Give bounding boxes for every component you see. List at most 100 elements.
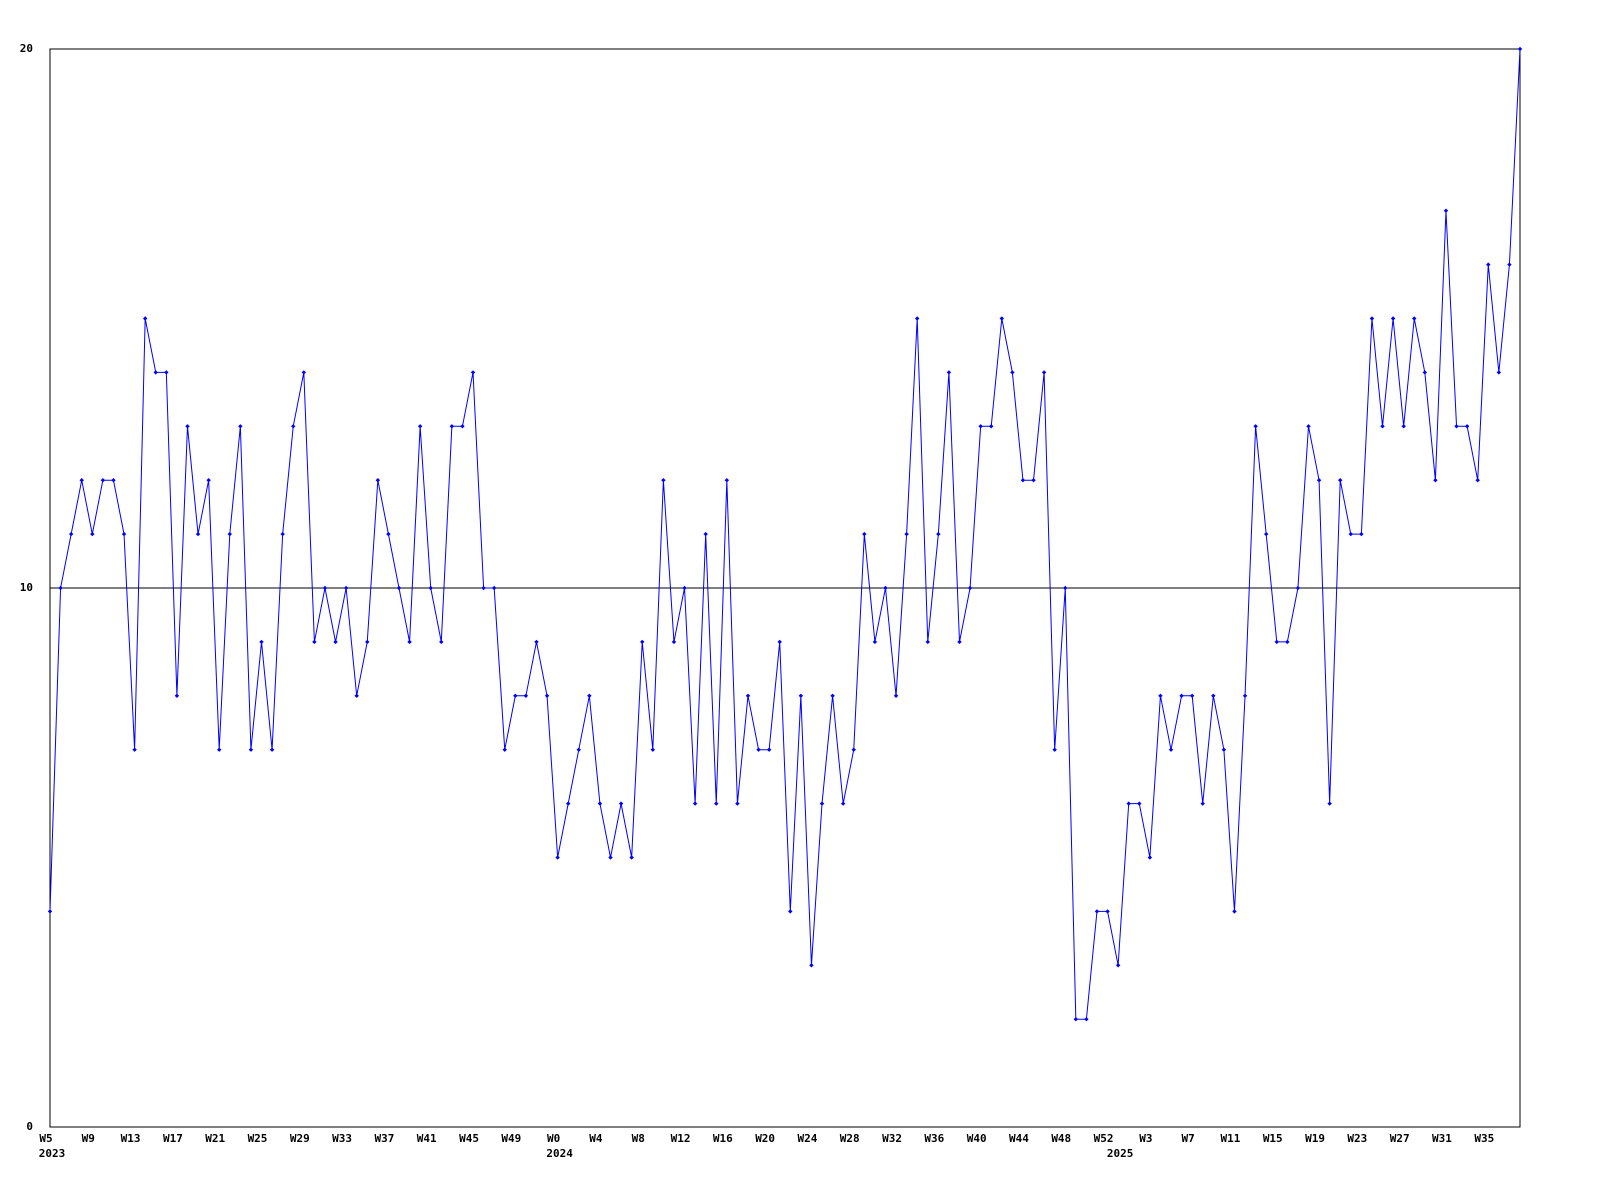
data-point (217, 747, 222, 752)
data-point (227, 531, 232, 537)
data-point (819, 801, 825, 806)
data-point (1348, 531, 1353, 537)
data-point (587, 693, 592, 698)
data-line (49, 48, 1521, 1020)
x-tick-label: W25 (248, 1132, 268, 1145)
data-point (671, 639, 677, 645)
data-point (1147, 855, 1153, 860)
data-point (788, 909, 793, 914)
data-point (291, 424, 296, 429)
data-point (597, 801, 603, 806)
x-tick-label: W16 (713, 1132, 733, 1145)
data-point (1464, 424, 1470, 429)
data-point (692, 801, 698, 806)
data-point (1221, 747, 1227, 752)
data-point (100, 478, 106, 483)
data-point (153, 370, 158, 375)
data-point (1274, 639, 1279, 645)
data-point (185, 424, 190, 429)
data-point (1031, 478, 1036, 483)
x-tick-label: W29 (290, 1132, 310, 1145)
data-point (396, 585, 402, 591)
data-point (766, 747, 772, 752)
x-tick-label: W9 (82, 1132, 95, 1145)
data-point (428, 585, 433, 591)
x-tick-label: W7 (1182, 1132, 1195, 1145)
data-point (1189, 693, 1195, 698)
data-point (1052, 747, 1057, 752)
data-point (777, 639, 782, 645)
data-point (904, 531, 909, 537)
data-point (1285, 639, 1290, 645)
data-point (1073, 1017, 1079, 1022)
data-point (1168, 747, 1174, 752)
data-point (735, 801, 740, 806)
data-point (1295, 585, 1301, 591)
data-point (58, 585, 63, 591)
data-point (936, 531, 941, 537)
data-point (1507, 262, 1512, 267)
data-point (68, 531, 74, 537)
data-point (164, 370, 169, 375)
data-point (967, 585, 973, 591)
data-point (703, 531, 708, 537)
data-point (132, 747, 137, 752)
data-point (1496, 370, 1502, 375)
data-point (111, 478, 116, 483)
data-point (1369, 316, 1375, 321)
data-point (1359, 531, 1364, 537)
data-point (365, 639, 370, 645)
data-point (417, 424, 423, 429)
data-point (449, 424, 455, 429)
data-point (502, 747, 507, 752)
data-point (534, 639, 539, 645)
data-point (1179, 693, 1184, 698)
data-point (1306, 424, 1311, 429)
data-point (999, 316, 1004, 321)
data-point (1253, 424, 1258, 429)
data-point (745, 693, 751, 698)
data-point (238, 424, 243, 429)
data-point (1105, 909, 1110, 914)
data-point (1115, 963, 1121, 968)
x-tick-label: W33 (332, 1132, 352, 1145)
data-point (989, 424, 994, 429)
data-point (47, 909, 53, 914)
x-tick-label: W31 (1432, 1132, 1452, 1145)
data-point (259, 639, 264, 645)
data-point (491, 585, 497, 591)
x-tick-label: W21 (205, 1132, 225, 1145)
data-point (439, 639, 444, 645)
data-point (756, 747, 761, 752)
y-tick-label: 10 (20, 581, 33, 594)
data-point (301, 370, 307, 375)
x-tick-label: W13 (121, 1132, 141, 1145)
x-tick-label: W24 (798, 1132, 818, 1145)
data-point (523, 693, 529, 698)
data-point (354, 693, 359, 698)
data-point (280, 531, 285, 537)
data-point (1126, 801, 1131, 806)
data-point (661, 478, 666, 483)
data-point (957, 639, 962, 645)
data-point (1380, 424, 1385, 429)
data-point (1084, 1017, 1089, 1022)
x-tick-label: W37 (374, 1132, 394, 1145)
x-year-label: 2023 (39, 1147, 66, 1160)
data-point (1063, 585, 1068, 591)
data-point (618, 801, 624, 806)
data-point (1422, 370, 1428, 375)
x-tick-label: W40 (967, 1132, 987, 1145)
data-point (1412, 316, 1417, 321)
data-point (650, 747, 656, 752)
data-point (1390, 316, 1396, 321)
data-point (174, 693, 180, 698)
x-tick-label: W0 (547, 1132, 560, 1145)
data-point (460, 424, 465, 429)
data-point (1010, 370, 1015, 375)
data-point (714, 801, 719, 806)
data-point (206, 478, 211, 483)
data-point (195, 531, 201, 537)
x-tick-label: W32 (882, 1132, 902, 1145)
